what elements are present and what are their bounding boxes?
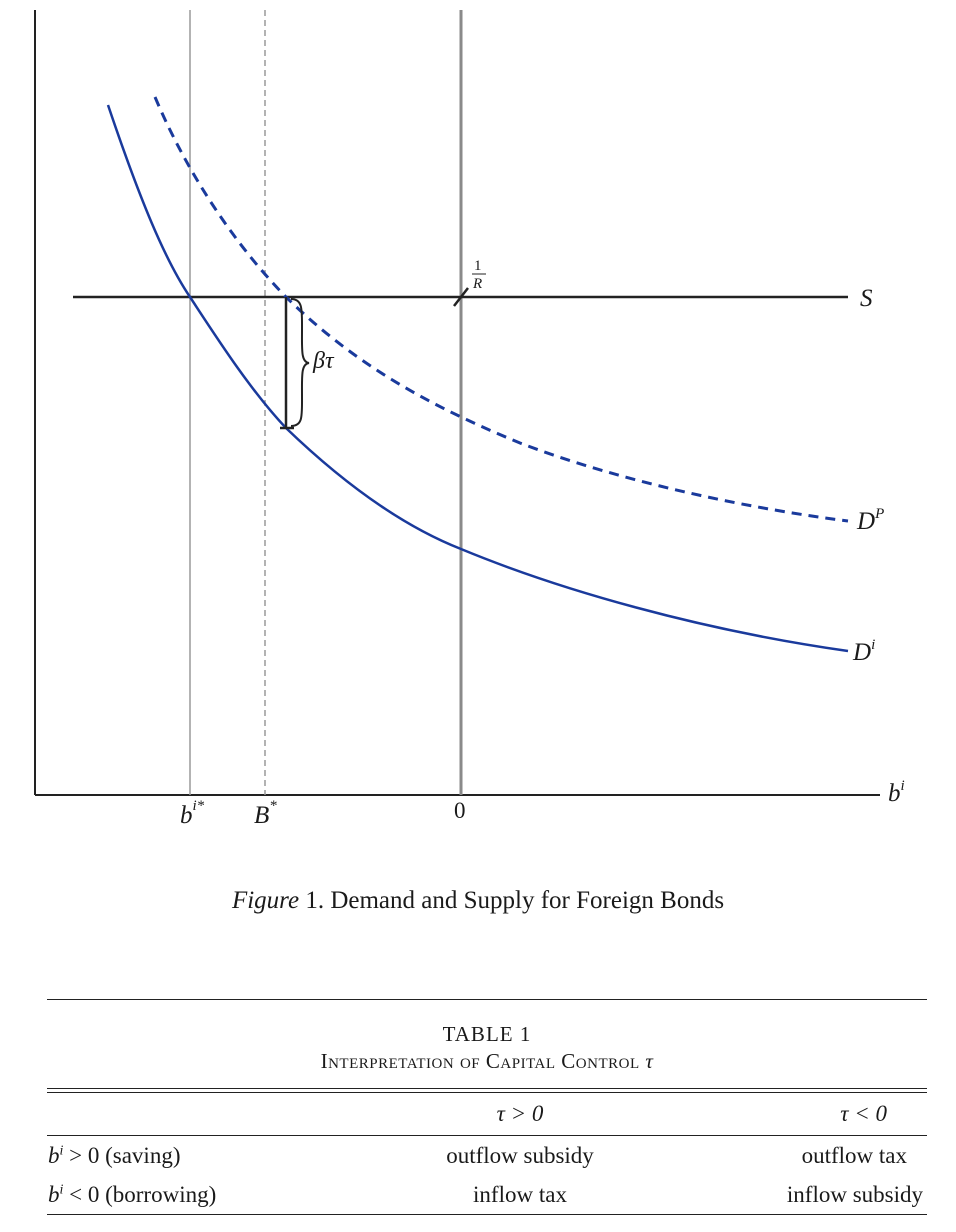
wedge-brace [290, 298, 310, 427]
row-neg-cell: inflow subsidy [786, 1181, 923, 1207]
price-numerator: 1 [474, 258, 482, 274]
table-subtitle: Interpretation of Capital Control τ [47, 1049, 927, 1074]
figure-caption: Figure 1. Demand and Supply for Foreign … [0, 887, 956, 915]
caption-text: 1. Demand and Supply for Foreign Bonds [305, 887, 725, 914]
supply-label: S [860, 285, 873, 312]
table-bottom-rule [47, 1214, 927, 1215]
tick-label-Bstar: B* [254, 798, 277, 829]
price-denominator: R [472, 276, 482, 292]
price-tick [453, 287, 469, 307]
caption-prefix: Figure [231, 887, 300, 914]
demand-individual-curve [106, 104, 849, 653]
wedge-label: βτ [312, 348, 335, 374]
header-tau-positive: τ > 0 [496, 1101, 544, 1126]
demand-private-curve [153, 96, 849, 523]
table-row: bi < 0 (borrowing) inflow tax inflow sub… [47, 1175, 927, 1214]
row-var-cell: bi < 0 (borrowing) [48, 1181, 217, 1207]
row-pos-cell: inflow tax [473, 1181, 567, 1207]
table-title: TABLE 1 [442, 1022, 532, 1046]
di-label: Di [852, 637, 875, 666]
table-body: τ > 0 τ < 0 bi > 0 (saving) outflow subs… [47, 1093, 927, 1214]
x-axis-label: bi [888, 778, 905, 807]
row-var-cell: bi > 0 (saving) [48, 1142, 181, 1168]
table-top-rule [47, 999, 927, 1000]
table-double-rule-2 [47, 1092, 927, 1093]
dp-label: DP [856, 506, 884, 535]
tick-label-zero: 0 [454, 798, 466, 823]
row-neg-cell: outflow tax [801, 1142, 907, 1168]
row-pos-cell: outflow subsidy [446, 1142, 594, 1168]
header-tau-negative: τ < 0 [840, 1101, 887, 1126]
table-subtitle-text: Interpretation of Capital Control [320, 1049, 640, 1073]
table-double-rule-1 [47, 1088, 927, 1089]
table-row: bi > 0 (saving) outflow subsidy outflow … [47, 1136, 927, 1176]
table-1: TABLE 1 Interpretation of Capital Contro… [47, 999, 927, 1215]
demand-supply-figure: βτ 1 R S DP Di bi bi* B* 0 [34, 10, 905, 829]
table-subtitle-symbol: τ [645, 1049, 654, 1073]
table-header-row: τ > 0 τ < 0 [47, 1093, 927, 1136]
tick-label-bistar: bi* [180, 798, 205, 829]
header-blank [47, 1093, 349, 1136]
